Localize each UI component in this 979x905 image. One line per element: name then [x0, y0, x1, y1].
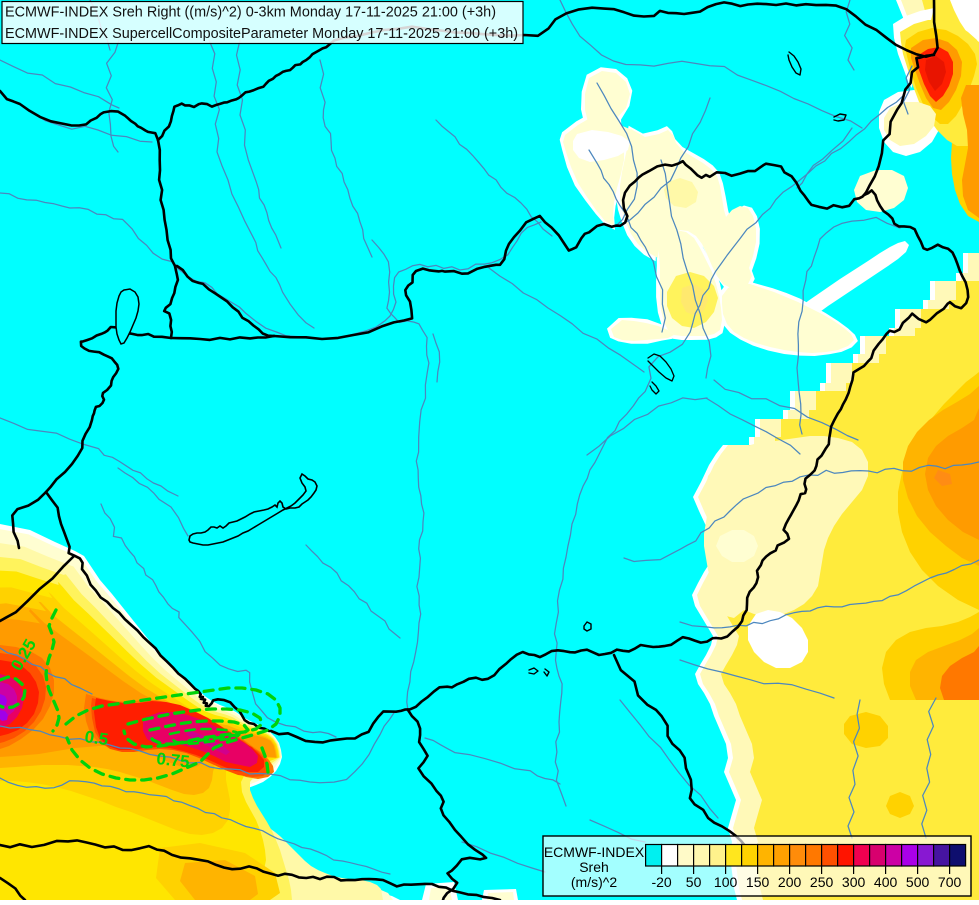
svg-text:400: 400	[874, 874, 898, 890]
svg-text:ECMWF-INDEX SupercellComposite: ECMWF-INDEX SupercellCompositeParameter …	[5, 26, 518, 42]
svg-text:150: 150	[746, 874, 770, 890]
svg-text:200: 200	[778, 874, 802, 890]
svg-text:0.5: 0.5	[83, 727, 109, 749]
svg-text:50: 50	[686, 874, 702, 890]
svg-text:300: 300	[842, 874, 866, 890]
svg-text:(m/s)^2: (m/s)^2	[571, 874, 617, 890]
svg-text:Sreh: Sreh	[579, 859, 609, 875]
svg-text:250: 250	[810, 874, 834, 890]
svg-text:0.75: 0.75	[156, 749, 191, 771]
svg-text:ECMWF-INDEX Sreh Right ((m/s)^: ECMWF-INDEX Sreh Right ((m/s)^2) 0-3km M…	[5, 5, 496, 21]
svg-text:700: 700	[938, 874, 962, 890]
svg-text:100: 100	[714, 874, 738, 890]
svg-text:-20: -20	[651, 874, 671, 890]
svg-text:500: 500	[906, 874, 930, 890]
svg-text:ECMWF-INDEX: ECMWF-INDEX	[544, 844, 645, 860]
